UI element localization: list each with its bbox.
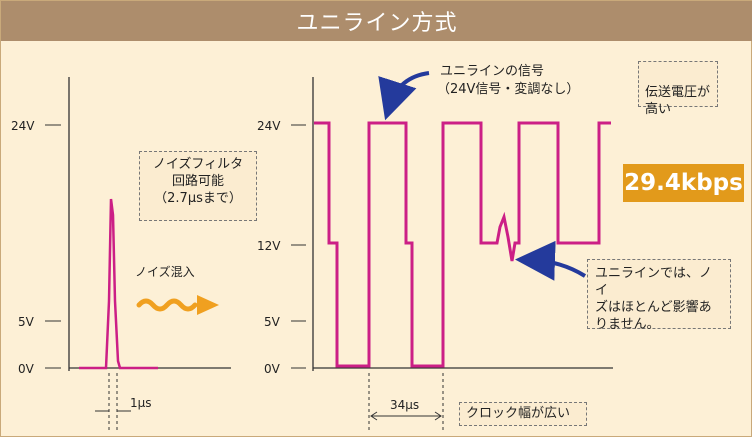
clock-note: クロック幅が広い xyxy=(466,406,571,421)
left-noise-signal xyxy=(79,198,158,370)
filter-note-line3: （2.7μsまで） xyxy=(154,191,242,206)
right-tick-label-12v: 12V xyxy=(257,239,281,253)
noise-effect-line1: ユニラインでは、ノイ xyxy=(595,266,713,298)
noise-effect-pointer-arrow xyxy=(515,240,587,281)
noise-in-label: ノイズ混入 xyxy=(135,264,195,279)
filter-note-line2: 回路可能 xyxy=(171,174,224,189)
noise-effect-line3: りません。 xyxy=(595,317,660,332)
title: ユニライン方式 xyxy=(296,11,458,36)
title-bar: ユニライン方式 xyxy=(1,1,752,41)
right-width-arrow-left xyxy=(370,411,378,421)
left-tick-label-5v: 5V xyxy=(18,315,35,329)
noise-wave-arrowhead xyxy=(197,295,219,315)
noise-wave xyxy=(136,298,198,312)
signal-pointer-arrow xyxy=(378,71,430,121)
right-tick-label-24v: 24V xyxy=(257,119,281,133)
uniline-signal xyxy=(314,121,611,368)
right-pulse-width-label: 34μs xyxy=(390,398,419,412)
noise-effect-line2: ズはほとんど影響あ xyxy=(595,300,712,315)
right-width-arrow-right xyxy=(434,411,442,421)
noise-effect-box: ユニラインでは、ノイ ズはほとんど影響あ りません。 xyxy=(587,259,731,332)
left-pulse-width-label: 1μs xyxy=(130,396,152,410)
filter-note-line1: ノイズフィルタ xyxy=(152,157,244,172)
voltage-note: 伝送電圧が 高い xyxy=(645,85,711,117)
left-tick-label-0v: 0V xyxy=(18,362,35,376)
speed-badge: 29.4kbps xyxy=(623,164,744,202)
clock-note-box: クロック幅が広い xyxy=(459,402,587,426)
voltage-note-box: 伝送電圧が 高い xyxy=(638,61,718,117)
right-tick-label-5v: 5V xyxy=(264,315,281,329)
filter-note-box: ノイズフィルタ 回路可能 （2.7μsまで） xyxy=(139,151,257,221)
signal-label-line2: （24V信号・変調なし） xyxy=(437,81,579,97)
signal-label-line1: ユニラインの信号 xyxy=(440,64,544,79)
left-tick-label-24v: 24V xyxy=(11,119,35,133)
speed-value: 29.4kbps xyxy=(624,170,743,196)
right-tick-label-0v: 0V xyxy=(264,362,281,376)
